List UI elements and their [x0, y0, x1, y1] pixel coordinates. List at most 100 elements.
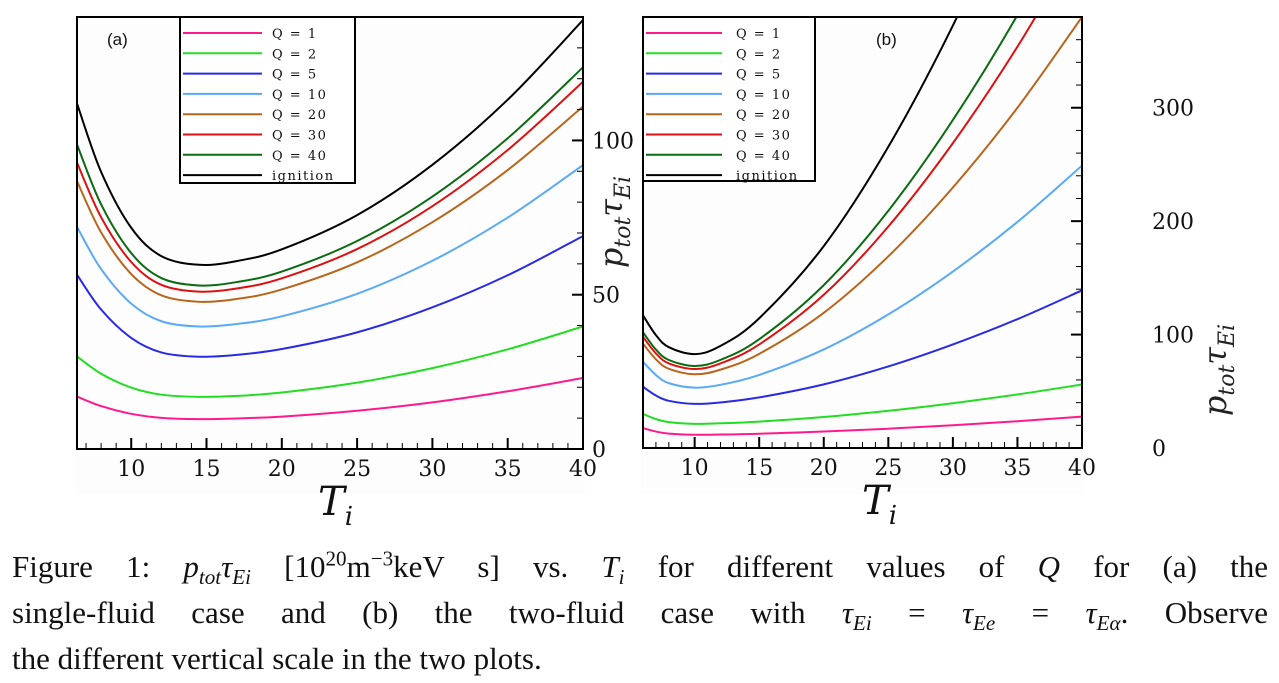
caption-segment: τ — [1085, 595, 1097, 630]
series-line-q-5 — [643, 289, 1082, 405]
legend: Q = 1 Q = 2 Q = 5 Q = 10 Q = 20 Q = 30 Q = 40 i… — [179, 16, 356, 184]
caption-segment: Ei — [852, 611, 872, 636]
legend-box — [642, 16, 816, 182]
caption-segment: −3 — [370, 546, 394, 571]
caption-segment: Q — [1037, 549, 1061, 584]
series-line-q-40 — [643, 17, 1018, 367]
x-tick-label: 35 — [1003, 456, 1031, 481]
series-line-ignition — [77, 19, 583, 266]
caption-segment: = — [995, 595, 1086, 630]
caption-line-3: the different vertical scale in the two … — [12, 636, 1268, 682]
y-tick-label: 100 — [592, 129, 634, 154]
legend-label: Q = 30 — [736, 129, 791, 144]
caption-segment: τ — [841, 595, 853, 630]
series-group — [643, 17, 1082, 436]
legend-label: Q = 2 — [272, 47, 318, 62]
caption-segment: i — [618, 565, 625, 590]
x-axis-title-main: T — [318, 479, 348, 525]
legend-label: Q = 10 — [272, 88, 327, 103]
series-line-q-1 — [643, 415, 1082, 436]
caption-segment: tot — [198, 565, 222, 590]
x-tick-label: 10 — [681, 456, 709, 481]
series-line-q-5 — [77, 235, 583, 358]
y-axis-title-p: p — [1196, 396, 1234, 416]
caption-segment: 20 — [325, 546, 347, 571]
legend-label: Q = 10 — [736, 88, 791, 103]
series-line-q-30 — [643, 17, 1037, 371]
legend-label: Q = 5 — [736, 68, 782, 83]
x-tick-label: 30 — [939, 456, 967, 481]
legend-label: Q = 5 — [272, 68, 318, 83]
caption-segment: T — [601, 549, 619, 584]
y-axis-title-p: p — [592, 248, 630, 268]
caption-segment: Figure 1: — [12, 549, 184, 584]
x-tick-label: 35 — [494, 457, 522, 482]
caption-segment: the different vertical scale in the two … — [12, 641, 542, 676]
legend-label: Q = 2 — [736, 47, 782, 62]
legend-box — [179, 16, 356, 184]
legend-label: Q = 40 — [736, 149, 791, 164]
series-line-q-30 — [77, 81, 583, 293]
panel-label: (a) — [107, 30, 128, 49]
x-axis-title-sub: i — [889, 501, 897, 531]
x-axis-title-main: T — [862, 478, 892, 524]
y-tick-label: 100 — [1152, 324, 1194, 349]
panel-label: (b) — [876, 30, 897, 49]
caption-segment: Eα — [1096, 611, 1121, 636]
x-tick-label: 20 — [810, 456, 838, 481]
y-axis-title-p-sub: tot — [611, 217, 636, 248]
caption-segment: τ — [221, 549, 233, 584]
caption-segment: Ei — [232, 565, 251, 590]
legend-label: Q = 20 — [736, 108, 791, 123]
series-line-q-1 — [77, 377, 583, 421]
caption-segment: for different values of — [624, 549, 1038, 584]
y-axis-title-p-sub: tot — [1215, 365, 1240, 396]
figure-caption: Figure 1: ptotτEi [1020m−3keV s] vs. Ti … — [12, 544, 1268, 682]
caption-segment: single-fluid case and (b) the two-fluid … — [12, 595, 842, 630]
legend: Q = 1 Q = 2 Q = 5 Q = 10 Q = 20 Q = 30 Q = 40 i… — [642, 16, 816, 184]
series-line-q-40 — [77, 66, 583, 287]
x-tick-label: 25 — [874, 456, 902, 481]
x-tick-label: 10 — [117, 457, 145, 482]
y-axis-title-tau-sub: Ei — [1215, 324, 1240, 348]
caption-segment: = — [871, 595, 962, 630]
caption-segment: Ee — [973, 611, 996, 636]
legend-label: ignition — [736, 169, 799, 184]
panel-b-chart: 10 15 20 25 30 35 40 0 100 200 300 Ti ptotτEi (b) Q = … — [641, 15, 1240, 531]
y-axis-title-tau: τ — [1196, 346, 1234, 365]
legend-label: ignition — [272, 169, 335, 184]
legend-label: Q = 40 — [272, 149, 327, 164]
series-line-q-10 — [643, 164, 1082, 389]
caption-segment: keV s] vs. — [393, 549, 602, 584]
series-line-q-10 — [77, 164, 583, 328]
x-tick-label: 15 — [193, 457, 221, 482]
caption-segment: τ — [961, 595, 974, 630]
series-group — [77, 19, 583, 421]
caption-segment: for (a) the — [1060, 549, 1268, 584]
x-tick-label: 30 — [418, 457, 446, 482]
y-tick-label: 0 — [1152, 437, 1166, 462]
caption-segment: p — [183, 549, 199, 584]
caption-line-2: single-fluid case and (b) the two-fluid … — [12, 590, 1268, 636]
x-tick-label: 40 — [569, 457, 597, 482]
legend-label: Q = 30 — [272, 129, 327, 144]
y-axis-title-tau: τ — [592, 198, 630, 217]
x-tick-label: 40 — [1068, 456, 1096, 481]
series-line-q-20 — [643, 17, 1082, 376]
x-tick-label: 15 — [745, 456, 773, 481]
legend-label: Q = 1 — [272, 27, 318, 42]
caption-segment: m — [346, 549, 371, 584]
caption-line-1: Figure 1: ptotτEi [1020m−3keV s] vs. Ti … — [12, 544, 1268, 590]
y-axis-title: ptotτEi — [592, 176, 636, 268]
legend-label: Q = 20 — [272, 108, 327, 123]
x-tick-label: 20 — [268, 457, 296, 482]
series-line-q-20 — [77, 105, 583, 303]
legend-label: Q = 1 — [736, 27, 782, 42]
y-tick-label: 0 — [592, 438, 606, 463]
series-line-ignition — [643, 17, 959, 356]
x-tick-label: 25 — [343, 457, 371, 482]
y-tick-label: 50 — [592, 284, 620, 309]
y-tick-label: 300 — [1152, 97, 1194, 122]
